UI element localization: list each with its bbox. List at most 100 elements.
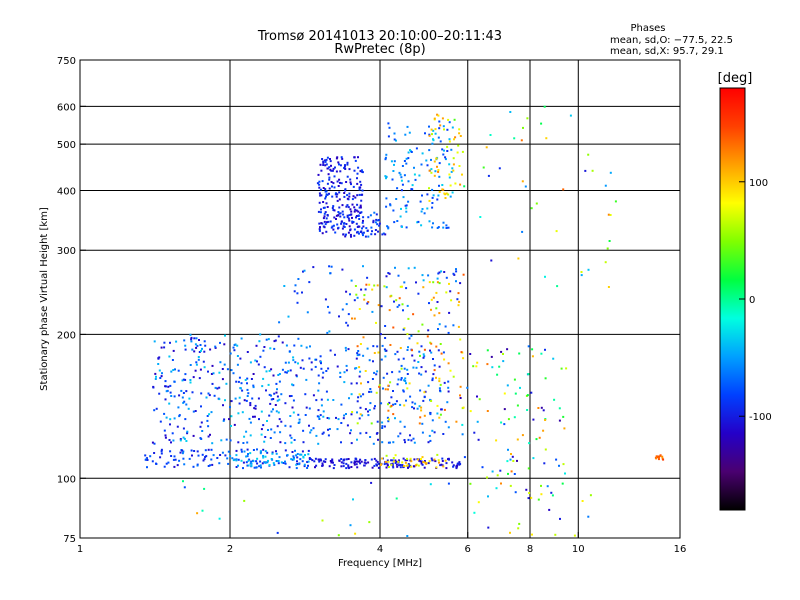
data-point — [503, 392, 506, 395]
data-point — [359, 206, 362, 209]
data-point — [164, 436, 167, 439]
data-point — [325, 163, 328, 166]
data-point — [324, 223, 327, 226]
data-point — [345, 467, 348, 470]
data-point — [378, 222, 381, 225]
data-point — [418, 459, 421, 462]
data-point — [293, 439, 296, 441]
data-point — [229, 455, 232, 458]
data-point — [502, 353, 504, 355]
data-point — [442, 465, 445, 468]
data-point — [381, 421, 384, 424]
data-point — [421, 456, 424, 459]
data-point — [429, 413, 432, 416]
data-point — [402, 457, 405, 460]
data-point — [235, 458, 238, 461]
data-point — [259, 450, 262, 453]
data-point — [346, 163, 349, 166]
data-point — [200, 421, 203, 424]
data-point — [428, 281, 431, 284]
data-point — [199, 425, 202, 428]
data-point — [387, 460, 390, 463]
data-point — [336, 193, 339, 196]
data-point — [343, 192, 346, 194]
data-point — [506, 460, 509, 463]
data-point — [410, 465, 413, 468]
data-point — [312, 427, 315, 430]
data-point — [443, 192, 446, 195]
data-point — [339, 170, 342, 173]
data-point — [462, 357, 465, 360]
data-point — [376, 284, 379, 287]
data-point — [273, 392, 276, 395]
data-point — [333, 209, 336, 212]
data-point — [235, 380, 238, 383]
data-point — [469, 482, 472, 485]
data-point — [414, 402, 417, 405]
data-point — [270, 428, 273, 431]
data-point — [229, 406, 231, 409]
data-point — [401, 165, 404, 167]
data-point — [442, 221, 445, 224]
data-point — [390, 160, 393, 163]
data-point — [334, 353, 336, 356]
data-point — [272, 462, 275, 465]
data-point — [372, 345, 375, 348]
data-point — [177, 406, 180, 409]
data-point — [438, 312, 441, 315]
data-point — [442, 125, 445, 128]
data-point — [434, 128, 437, 131]
data-point — [345, 364, 348, 367]
data-point — [369, 388, 372, 390]
data-point — [360, 230, 363, 233]
colorbar-label: [deg] — [718, 71, 753, 86]
data-point — [355, 382, 358, 385]
data-point — [310, 368, 313, 371]
data-point — [361, 414, 364, 417]
data-point — [409, 395, 412, 398]
data-point — [440, 463, 443, 466]
data-point — [318, 201, 321, 204]
data-point — [403, 160, 406, 162]
data-point — [263, 346, 266, 348]
data-point — [299, 458, 302, 461]
data-point — [367, 235, 370, 238]
data-point — [259, 333, 262, 336]
data-point — [354, 461, 356, 463]
data-point — [329, 160, 332, 163]
data-point — [292, 359, 295, 362]
data-point — [292, 456, 295, 459]
data-point — [373, 457, 376, 460]
data-point — [581, 500, 584, 502]
data-point — [260, 428, 263, 431]
data-point — [455, 420, 458, 423]
data-point — [201, 430, 204, 432]
data-point — [250, 462, 253, 465]
data-point — [189, 379, 192, 381]
data-point — [214, 345, 217, 348]
data-point — [445, 192, 448, 195]
data-point — [296, 453, 299, 455]
data-point — [295, 467, 298, 470]
data-point — [433, 369, 436, 372]
data-point — [441, 148, 444, 151]
data-point — [161, 372, 163, 375]
colorbar-tick-label: 0 — [749, 295, 755, 306]
data-point — [325, 221, 328, 224]
data-point — [154, 378, 157, 380]
data-point — [366, 347, 369, 350]
data-point — [256, 457, 259, 460]
data-point — [368, 409, 371, 411]
data-point — [195, 346, 198, 349]
data-point — [348, 168, 351, 171]
data-point — [421, 323, 424, 326]
data-point — [438, 387, 441, 390]
data-point — [262, 448, 265, 451]
data-point — [406, 125, 409, 128]
data-point — [249, 402, 252, 404]
data-point — [155, 407, 158, 410]
data-point — [432, 194, 435, 197]
data-point — [290, 458, 293, 461]
data-point — [284, 462, 287, 465]
data-point — [418, 422, 421, 425]
